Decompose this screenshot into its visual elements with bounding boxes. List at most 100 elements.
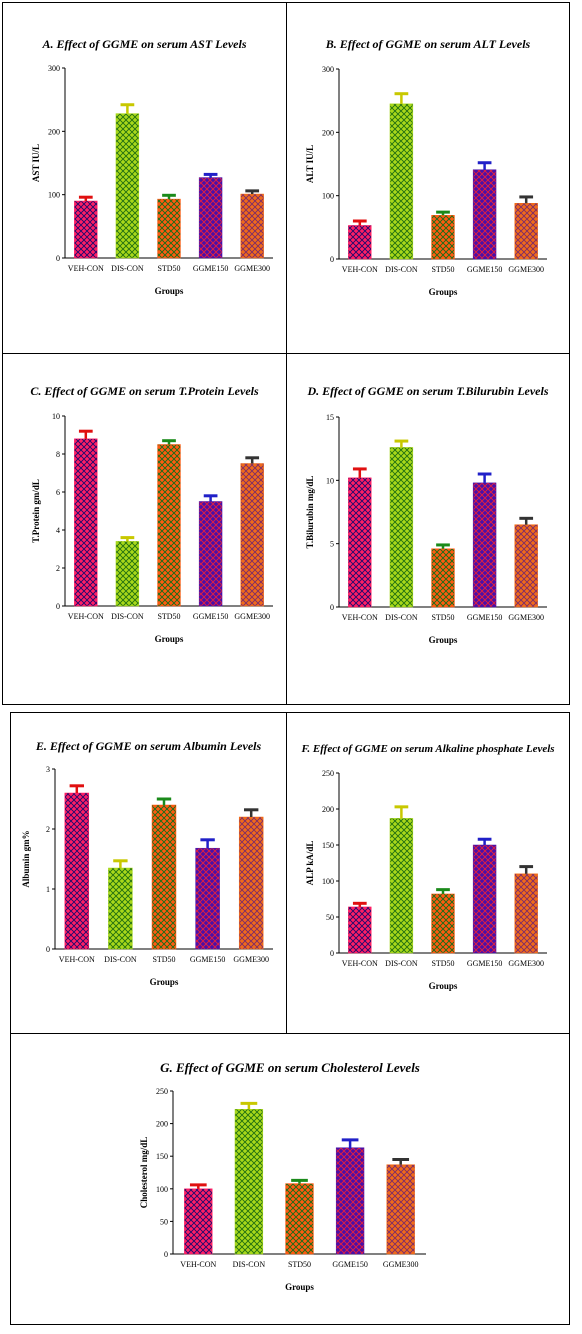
x-axis-label: Groups: [150, 977, 179, 987]
y-tick-label: 8: [56, 450, 60, 459]
y-axis-label: T.Bilurubin mg/dL: [305, 476, 315, 549]
y-tick-label: 100: [48, 191, 60, 200]
bar-std50: [151, 804, 177, 950]
x-tick-label: STD50: [288, 1260, 311, 1269]
x-tick-label: GGME300: [234, 264, 270, 273]
x-axis-label: Groups: [429, 635, 458, 645]
y-tick-label: 3: [46, 765, 50, 774]
x-tick-label: STD50: [157, 264, 180, 273]
chart-panel-f: F. Effect of GGME on serum Alkaline phos…: [286, 712, 570, 1034]
y-tick-label: 6: [56, 488, 60, 497]
bar-std50: [157, 444, 181, 607]
x-tick-label: DIS-CON: [104, 955, 137, 964]
x-tick-label: GGME300: [233, 955, 269, 964]
y-tick-label: 200: [322, 128, 334, 137]
y-tick-label: 100: [322, 192, 334, 201]
bar-ggme150: [472, 482, 497, 608]
x-axis-label: Groups: [155, 286, 184, 296]
x-tick-label: DIS-CON: [111, 612, 144, 621]
bar-std50: [431, 893, 455, 954]
chart-panel-d: D. Effect of GGME on serum T.Bilurubin L…: [286, 353, 570, 705]
y-tick-label: 10: [52, 412, 60, 421]
x-tick-label: DIS-CON: [111, 264, 144, 273]
y-tick-label: 0: [330, 255, 334, 264]
bar-dis-con: [115, 113, 140, 259]
x-axis-label: Groups: [285, 1282, 314, 1292]
y-tick-label: 250: [322, 769, 334, 778]
chart-c: 0 2 4 6 8 10 VEH-CON DIS-CON STD50 GGME150 GGME300…: [31, 412, 273, 644]
y-axis-label: Albumin gm%: [21, 830, 31, 887]
bar-dis-con: [389, 447, 414, 608]
x-tick-label: VEH-CON: [68, 612, 104, 621]
x-tick-label: GGME300: [508, 613, 544, 622]
bar-dis-con: [115, 541, 140, 607]
x-tick-label: STD50: [431, 959, 454, 968]
chart-title-b: B. Effect of GGME on serum ALT Levels: [325, 37, 531, 51]
y-tick-label: 0: [164, 1250, 168, 1259]
x-tick-label: STD50: [152, 955, 175, 964]
chart-d: 0 5 10 15 VEH-CON DIS-CON STD50 GGME150 GGME300 G…: [305, 413, 547, 645]
x-tick-label: GGME150: [193, 264, 229, 273]
y-tick-label: 5: [330, 540, 334, 549]
x-tick-label: VEH-CON: [68, 264, 104, 273]
x-tick-label: GGME300: [508, 265, 544, 274]
bar-ggme150: [198, 177, 223, 259]
x-tick-label: GGME150: [467, 959, 503, 968]
y-axis-label: ALT IU/L: [305, 145, 315, 183]
chart-b: 0 100 200 300 VEH-CON DIS-CON STD50 GGME150 GGME…: [305, 65, 547, 297]
x-tick-label: STD50: [157, 612, 180, 621]
x-tick-label: GGME150: [467, 265, 503, 274]
chart-title-d: D. Effect of GGME on serum T.Bilurubin L…: [307, 384, 549, 398]
x-tick-label: DIS-CON: [385, 265, 418, 274]
y-axis-label: T.Protein gm/dL: [31, 479, 41, 543]
bar-ggme150: [472, 169, 497, 260]
y-tick-label: 0: [56, 254, 60, 263]
chart-title-a: A. Effect of GGME on serum AST Levels: [42, 37, 247, 51]
y-tick-label: 50: [160, 1217, 168, 1226]
chart-title-e: E. Effect of GGME on serum Albumin Level…: [35, 739, 262, 753]
bar-ggme300: [240, 463, 264, 607]
bar-dis-con: [108, 867, 133, 950]
x-tick-label: DIS-CON: [385, 613, 418, 622]
chart-a: 0 100 200 300 VEH-CON DIS-CON STD50 GGME150 GGME…: [31, 64, 273, 296]
x-tick-label: VEH-CON: [59, 955, 95, 964]
y-tick-label: 50: [326, 913, 334, 922]
y-tick-label: 0: [56, 602, 60, 611]
y-tick-label: 250: [156, 1087, 168, 1096]
y-tick-label: 0: [330, 603, 334, 612]
chart-e: 0 1 2 3 VEH-CON DIS-CON STD50 GGME150 GGME300 Gro…: [21, 765, 273, 987]
y-tick-label: 150: [322, 841, 334, 850]
y-axis-label: Cholesterol mg/dL: [139, 1137, 149, 1209]
bar-ggme150: [198, 501, 223, 607]
bar-std50: [431, 215, 455, 260]
x-tick-label: STD50: [431, 265, 454, 274]
chart-panel-b: B. Effect of GGME on serum ALT Levels 0 1…: [286, 2, 570, 354]
x-tick-label: VEH-CON: [342, 959, 378, 968]
bar-dis-con: [389, 818, 414, 954]
bar-veh-con: [184, 1188, 213, 1255]
y-tick-label: 0: [330, 949, 334, 958]
bar-ggme300: [514, 873, 538, 954]
chart-panel-a: A. Effect of GGME on serum AST Levels 0 1…: [2, 2, 287, 354]
y-tick-label: 200: [48, 127, 60, 136]
chart-panel-c: C. Effect of GGME on serum T.Protein Lev…: [2, 353, 287, 705]
y-tick-label: 200: [322, 805, 334, 814]
y-tick-label: 2: [56, 564, 60, 573]
x-tick-label: GGME150: [190, 955, 226, 964]
x-tick-label: DIS-CON: [385, 959, 418, 968]
y-tick-label: 1: [46, 885, 50, 894]
bar-dis-con: [389, 103, 414, 260]
y-axis-label: ALP kA/dL: [305, 841, 315, 886]
x-tick-label: VEH-CON: [342, 613, 378, 622]
chart-title-f: F. Effect of GGME on serum Alkaline phos…: [301, 743, 555, 755]
bar-std50: [431, 548, 455, 608]
x-tick-label: GGME150: [193, 612, 229, 621]
x-tick-label: GGME150: [332, 1260, 368, 1269]
y-tick-label: 300: [322, 65, 334, 74]
x-tick-label: GGME300: [508, 959, 544, 968]
x-axis-label: Groups: [429, 287, 458, 297]
y-tick-label: 300: [48, 64, 60, 73]
bar-veh-con: [64, 792, 90, 950]
y-tick-label: 2: [46, 825, 50, 834]
x-tick-label: DIS-CON: [233, 1260, 266, 1269]
